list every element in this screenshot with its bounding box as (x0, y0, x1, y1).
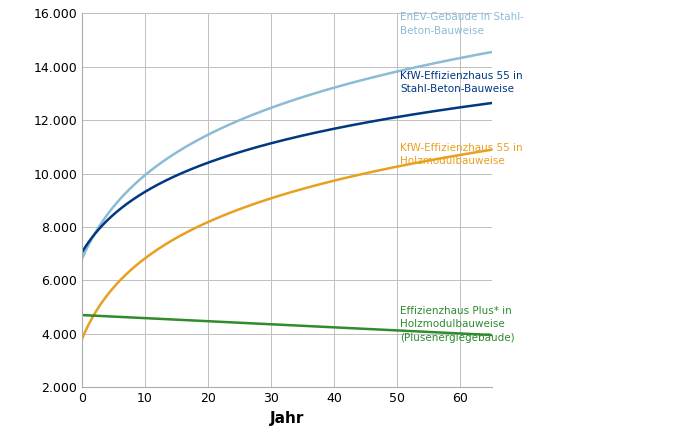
Text: EnEV-Gebäude in Stahl-
Beton-Bauweise: EnEV-Gebäude in Stahl- Beton-Bauweise (400, 12, 525, 36)
X-axis label: Jahr: Jahr (270, 411, 304, 425)
Text: KfW-Effizienzhaus 55 in
Stahl-Beton-Bauweise: KfW-Effizienzhaus 55 in Stahl-Beton-Bauw… (400, 71, 523, 94)
Text: Effizienzhaus Plus* in
Holzmodulbauweise
(Plusenergiegebäude): Effizienzhaus Plus* in Holzmodulbauweise… (400, 306, 515, 343)
Text: KfW-Effizienzhaus 55 in
Holzmodulbauweise: KfW-Effizienzhaus 55 in Holzmodulbauweis… (400, 143, 523, 166)
